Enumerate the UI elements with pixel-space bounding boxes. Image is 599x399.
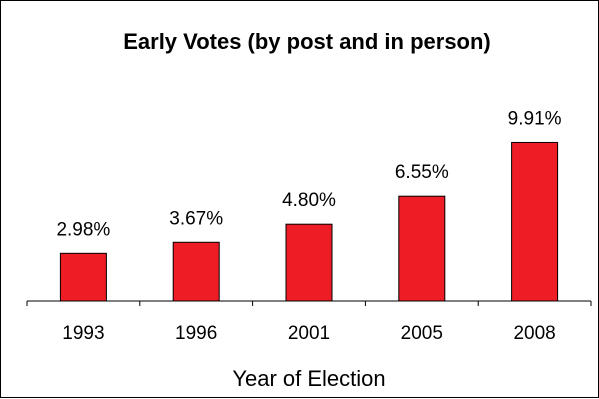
data-label-1996: 3.67% [169, 208, 223, 229]
data-label-2001: 4.80% [282, 190, 336, 211]
bar-2001 [285, 223, 333, 302]
bar-1996 [172, 241, 220, 302]
chart-title: Early Votes (by post and in person) [123, 29, 491, 54]
bar-2005 [398, 195, 446, 302]
x-tick-label-2008: 2008 [513, 323, 555, 344]
x-axis: 1993 1996 2001 2005 2008 [26, 300, 592, 344]
x-tick-label-2001: 2001 [288, 323, 330, 344]
data-label-1993: 2.98% [56, 219, 110, 240]
bar-1993 [59, 252, 107, 302]
bar-2008 [511, 141, 559, 302]
bars-layer: 2.98% 3.67% 4.80% 6.55% 9.91% [56, 108, 562, 302]
x-tick-label-1996: 1996 [175, 323, 217, 344]
x-tick-label-2005: 2005 [401, 323, 443, 344]
data-label-2005: 6.55% [395, 162, 449, 183]
x-tick-label-1993: 1993 [62, 323, 104, 344]
x-axis-label: Year of Election [232, 366, 385, 391]
data-label-2008: 9.91% [508, 108, 562, 129]
